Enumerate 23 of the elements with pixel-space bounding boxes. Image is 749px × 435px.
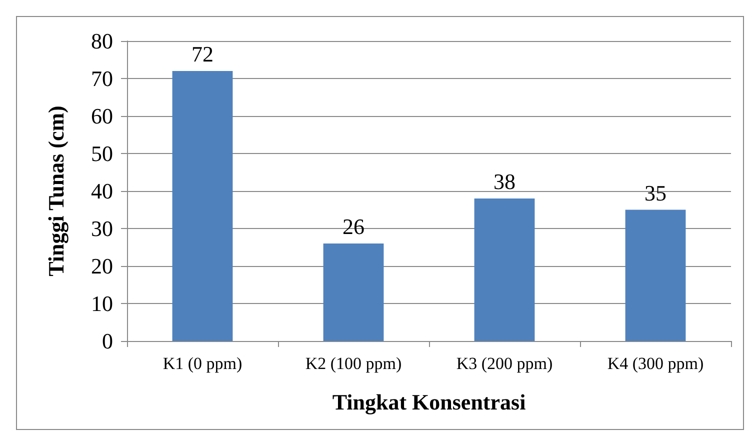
y-tick-label: 70 bbox=[91, 66, 113, 91]
x-tick-label: K4 (300 ppm) bbox=[607, 354, 704, 373]
y-tick-label: 50 bbox=[91, 141, 113, 166]
y-tick-label: 20 bbox=[91, 254, 113, 278]
data-label: 26 bbox=[342, 214, 364, 239]
data-label: 35 bbox=[644, 180, 666, 206]
x-tick-label: K1 (0 ppm) bbox=[162, 354, 242, 373]
y-axis-title: Tinggi Tunas (cm) bbox=[44, 106, 68, 276]
data-label: 38 bbox=[494, 169, 516, 194]
y-tick-label: 60 bbox=[91, 104, 113, 128]
x-axis-title: Tingkat Konsentrasi bbox=[332, 390, 526, 414]
y-tick-label: 30 bbox=[91, 216, 113, 241]
bar bbox=[172, 71, 233, 341]
y-tick-label: 40 bbox=[91, 178, 113, 204]
data-label: 72 bbox=[192, 42, 214, 66]
x-tick-label: K3 (200 ppm) bbox=[456, 354, 553, 373]
y-tick-label: 10 bbox=[91, 291, 113, 316]
y-tick-label: 0 bbox=[102, 328, 113, 354]
bar bbox=[474, 198, 535, 341]
bar bbox=[323, 244, 384, 341]
bar bbox=[625, 210, 686, 341]
x-tick-label: K2 (100 ppm) bbox=[305, 354, 402, 373]
y-tick-label: 80 bbox=[91, 28, 113, 54]
